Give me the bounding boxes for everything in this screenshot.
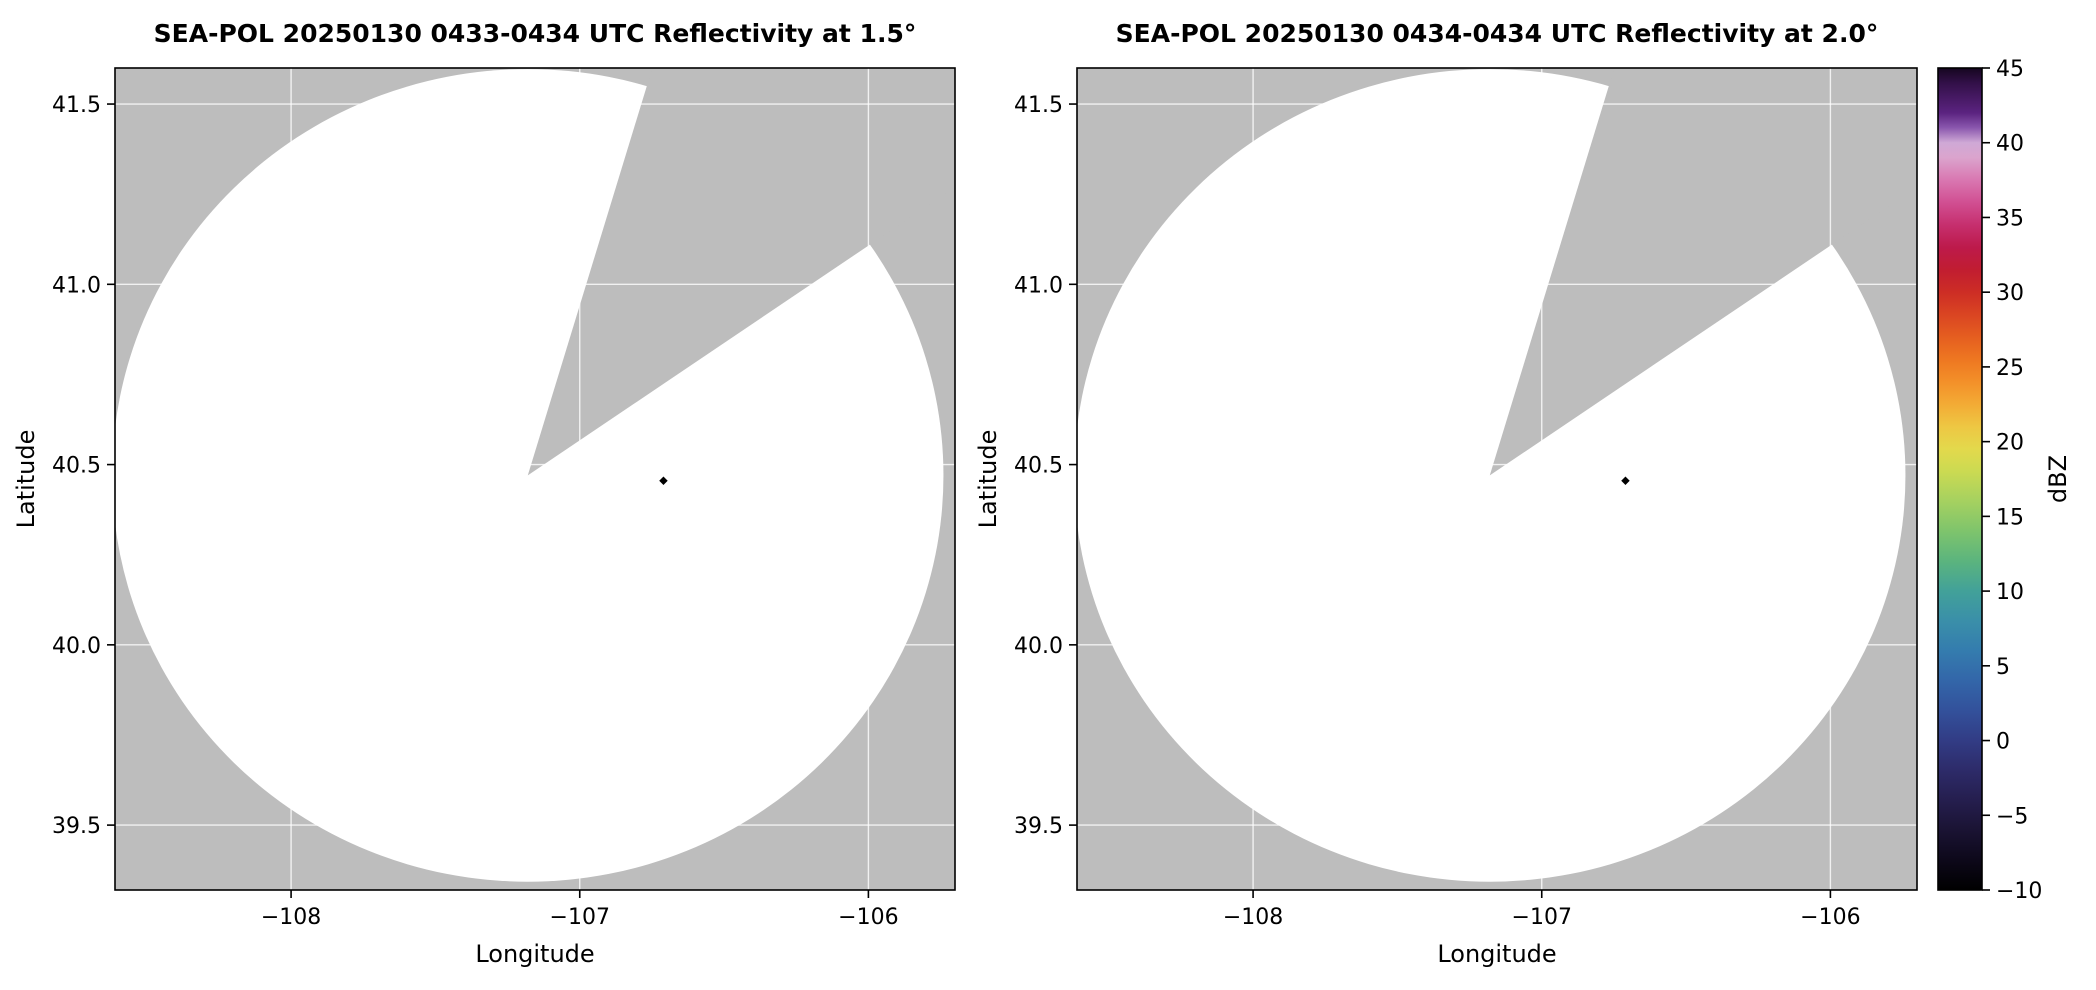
- colorbar-tick-label: 10: [1996, 580, 2024, 605]
- panel-left-title: SEA-POL 20250130 0433-0434 UTC Reflectiv…: [154, 19, 917, 48]
- panel-right-xlabel: Longitude: [1437, 940, 1556, 968]
- colorbar-tick-label: 30: [1996, 281, 2024, 306]
- radar-panel-right: −108 −107 −106 39.5 40.0 40.5 41.0 41.5: [1014, 67, 1918, 930]
- y-tick-label: 41.0: [1014, 273, 1063, 298]
- y-tick-label: 40.5: [52, 454, 101, 479]
- plot-border: [114, 67, 956, 891]
- y-tick-label: 39.5: [52, 814, 101, 839]
- y-tick-label: 41.0: [52, 273, 101, 298]
- colorbar-tick-label: −10: [1996, 879, 2042, 904]
- radar-panel-left: −108 −107 −106 39.5 40.0 40.5 41.0 41.5: [52, 67, 956, 930]
- colorbar-tick-label: 0: [1996, 730, 2010, 755]
- panel-right-ylabel: Latitude: [974, 430, 1002, 529]
- colorbar-tick-label: −5: [1996, 804, 2028, 829]
- panel-left-ylabel: Latitude: [12, 430, 40, 529]
- colorbar-tick-label: 15: [1996, 505, 2024, 530]
- blocked-sector: [527, 68, 955, 476]
- echo-marker: [1621, 476, 1630, 486]
- y-tick-label: 40.0: [1014, 634, 1063, 659]
- panel-right-title: SEA-POL 20250130 0434-0434 UTC Reflectiv…: [1116, 19, 1879, 48]
- y-tick-label: 41.5: [52, 93, 101, 118]
- x-tick-label: −107: [550, 905, 610, 930]
- y-tick-label: 39.5: [1014, 814, 1063, 839]
- x-tick-label: −108: [261, 905, 321, 930]
- x-tick-label: −106: [838, 905, 898, 930]
- plot-border: [1076, 67, 1918, 891]
- x-tick-label: −107: [1512, 905, 1572, 930]
- colorbar-label: dBZ: [2044, 455, 2072, 503]
- y-tick-label: 41.5: [1014, 93, 1063, 118]
- colorbar-tick-label: 25: [1996, 356, 2024, 381]
- echo-marker: [659, 476, 668, 486]
- colorbar-gradient: [1938, 68, 1982, 890]
- colorbar-tick-label: 5: [1996, 655, 2010, 680]
- colorbar-tick-label: 45: [1996, 57, 2024, 82]
- colorbar-tick-label: 40: [1996, 132, 2024, 157]
- panel-left-xlabel: Longitude: [475, 940, 594, 968]
- y-tick-label: 40.5: [1014, 454, 1063, 479]
- colorbar-tick-label: 35: [1996, 206, 2024, 231]
- x-tick-label: −108: [1223, 905, 1283, 930]
- colorbar-tick-label: 20: [1996, 431, 2024, 456]
- y-tick-label: 40.0: [52, 634, 101, 659]
- x-tick-label: −106: [1800, 905, 1860, 930]
- colorbar: 45 40 35 30 25 20 15 10 5 0 −5 −10: [1937, 57, 2042, 904]
- blocked-sector: [1489, 68, 1917, 476]
- colorbar-border: [1937, 67, 1983, 891]
